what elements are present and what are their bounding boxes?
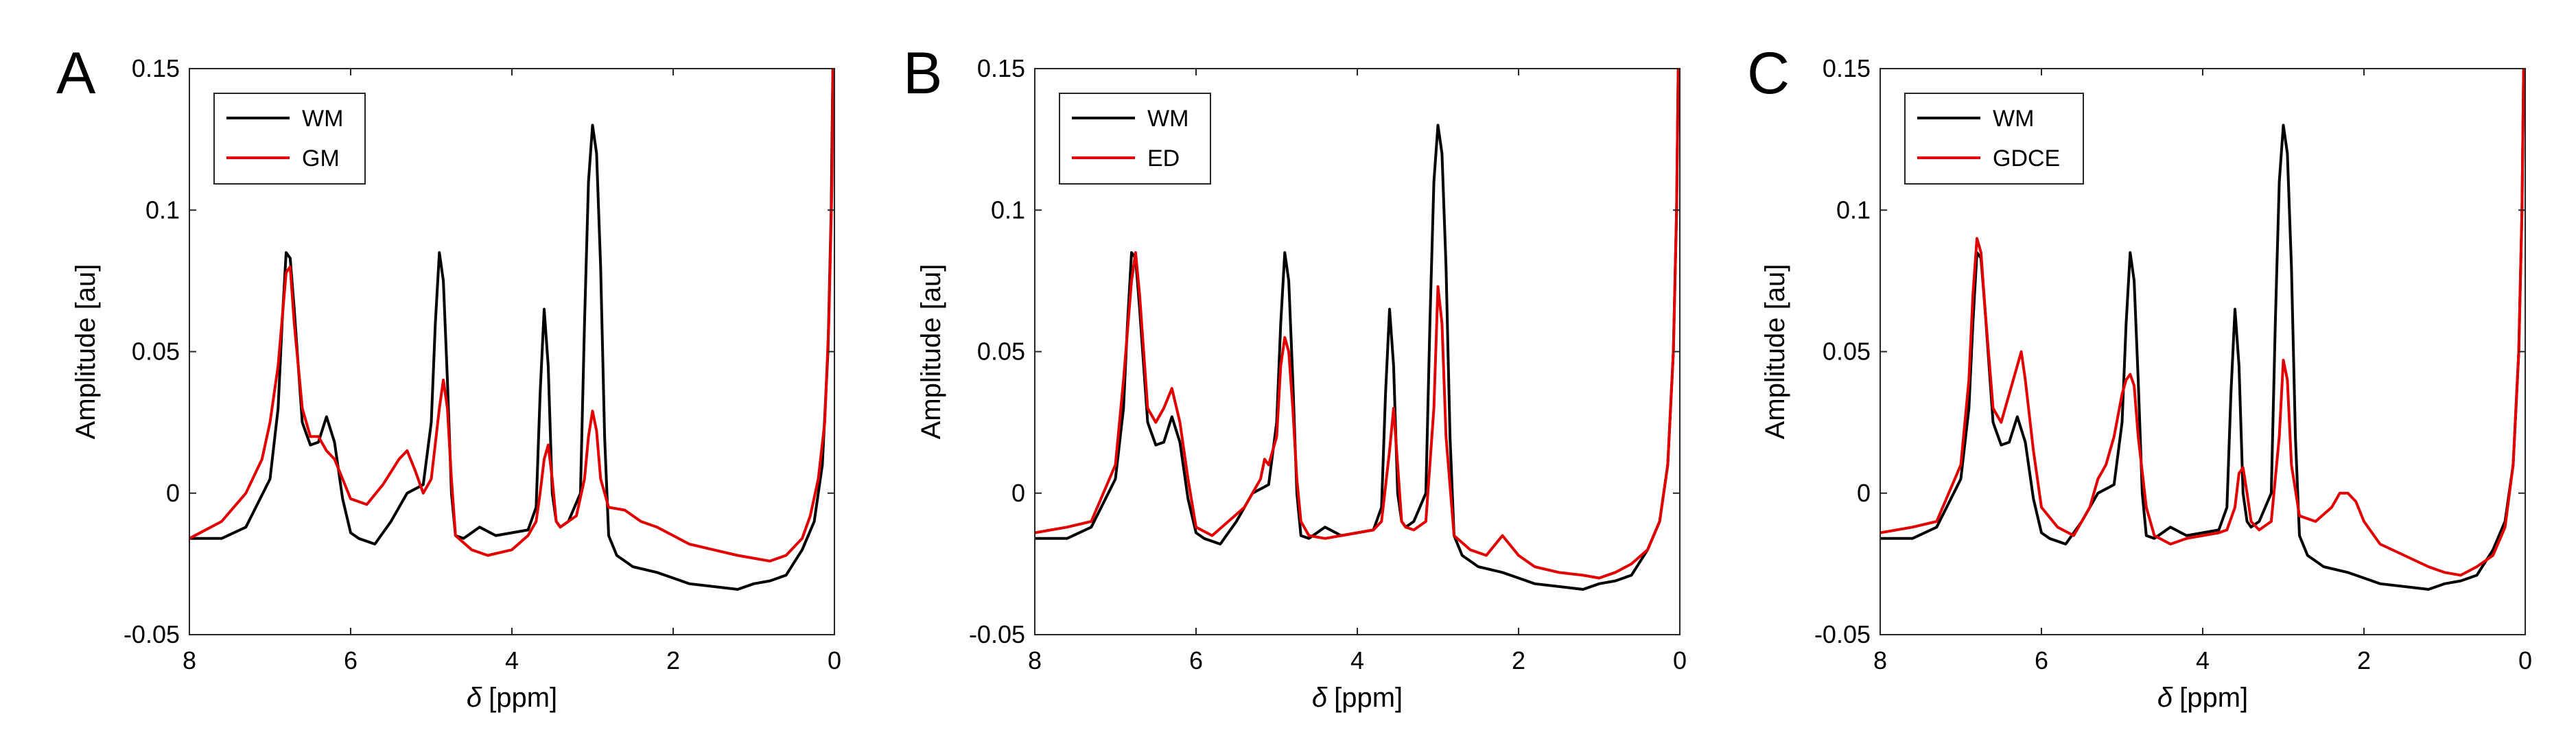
x-tick-label: 2 <box>1512 646 1525 674</box>
y-tick-label: -0.05 <box>969 620 1025 648</box>
x-tick-label: 0 <box>2518 646 2532 674</box>
legend: WM GM <box>213 93 366 185</box>
panel-B: B 8 6 4 2 0 -0.05 0 0.05 0.1 0.15 δ [ppm] Amplitude [… <box>903 40 1687 713</box>
y-tick-label: 0.15 <box>1823 54 1871 82</box>
x-axis-unit: [ppm] <box>489 683 557 713</box>
y-tick-label: 0.05 <box>977 338 1025 366</box>
x-tick-label: 0 <box>1673 646 1687 674</box>
series-line-gdce <box>1880 69 2525 577</box>
panel-letter: B <box>903 40 942 106</box>
series-line-ed <box>1035 69 1680 580</box>
legend-label: GM <box>302 145 340 172</box>
y-tick-label: 0.1 <box>145 196 180 224</box>
x-tick-label: 6 <box>1189 646 1203 674</box>
panel-A: A 8 6 4 2 0 -0.05 0 0.05 0.1 0.15 δ [ppm] Amplitude [… <box>56 40 841 713</box>
y-axis-label: Amplitude [au] <box>916 264 946 440</box>
series-line-wm <box>1880 69 2525 591</box>
y-tick-label: 0.05 <box>1823 338 1871 366</box>
y-tick-label: 0.15 <box>977 54 1025 82</box>
y-tick-label: -0.05 <box>124 620 180 648</box>
legend-box <box>1904 93 2084 185</box>
x-tick-label: 4 <box>2196 646 2210 674</box>
legend-box <box>213 93 366 185</box>
y-tick-label: -0.05 <box>1814 620 1871 648</box>
y-tick-label: 0.05 <box>132 338 180 366</box>
x-axis-unit: [ppm] <box>1334 683 1403 713</box>
x-tick-label: 2 <box>666 646 680 674</box>
legend-label: WM <box>302 106 343 132</box>
legend-label: GDCE <box>1993 145 2060 172</box>
y-tick-label: 0 <box>1011 479 1025 507</box>
x-tick-label: 4 <box>1350 646 1364 674</box>
y-axis-label: Amplitude [au] <box>71 264 101 440</box>
x-tick-label: 0 <box>828 646 841 674</box>
legend-label: WM <box>1147 106 1189 132</box>
x-tick-label: 2 <box>2357 646 2371 674</box>
y-tick-label: 0 <box>1857 479 1871 507</box>
x-axis-label: δ [ppm] <box>1312 683 1403 713</box>
legend-label: ED <box>1147 145 1180 172</box>
panel-C: C 8 6 4 2 0 -0.05 0 0.05 0.1 0.15 δ [ppm] Amplitude [… <box>1747 40 2532 713</box>
x-axis-symbol: δ <box>467 683 482 713</box>
x-tick-label: 6 <box>344 646 358 674</box>
x-tick-label: 8 <box>183 646 196 674</box>
x-axis-label: δ [ppm] <box>467 683 557 713</box>
y-tick-label: 0 <box>166 479 180 507</box>
series-line-wm <box>189 69 834 591</box>
legend-label: WM <box>1993 106 2034 132</box>
x-tick-label: 6 <box>2035 646 2048 674</box>
y-tick-label: 0.1 <box>991 196 1025 224</box>
x-axis-label: δ [ppm] <box>2157 683 2248 713</box>
panel-letter: A <box>56 40 96 106</box>
x-tick-label: 8 <box>1873 646 1887 674</box>
legend: WM ED <box>1059 93 1211 185</box>
panel-letter: C <box>1747 40 1790 106</box>
series-line-gm <box>189 69 834 563</box>
x-axis-symbol: δ <box>2157 683 2173 713</box>
x-axis-unit: [ppm] <box>2179 683 2248 713</box>
legend: WM GDCE <box>1904 93 2084 185</box>
y-tick-label: 0.1 <box>1836 196 1871 224</box>
x-tick-label: 4 <box>505 646 519 674</box>
y-axis-label: Amplitude [au] <box>1760 264 1790 440</box>
legend-box <box>1059 93 1211 185</box>
x-tick-label: 8 <box>1028 646 1042 674</box>
y-tick-label: 0.15 <box>132 54 180 82</box>
x-axis-symbol: δ <box>1312 683 1328 713</box>
